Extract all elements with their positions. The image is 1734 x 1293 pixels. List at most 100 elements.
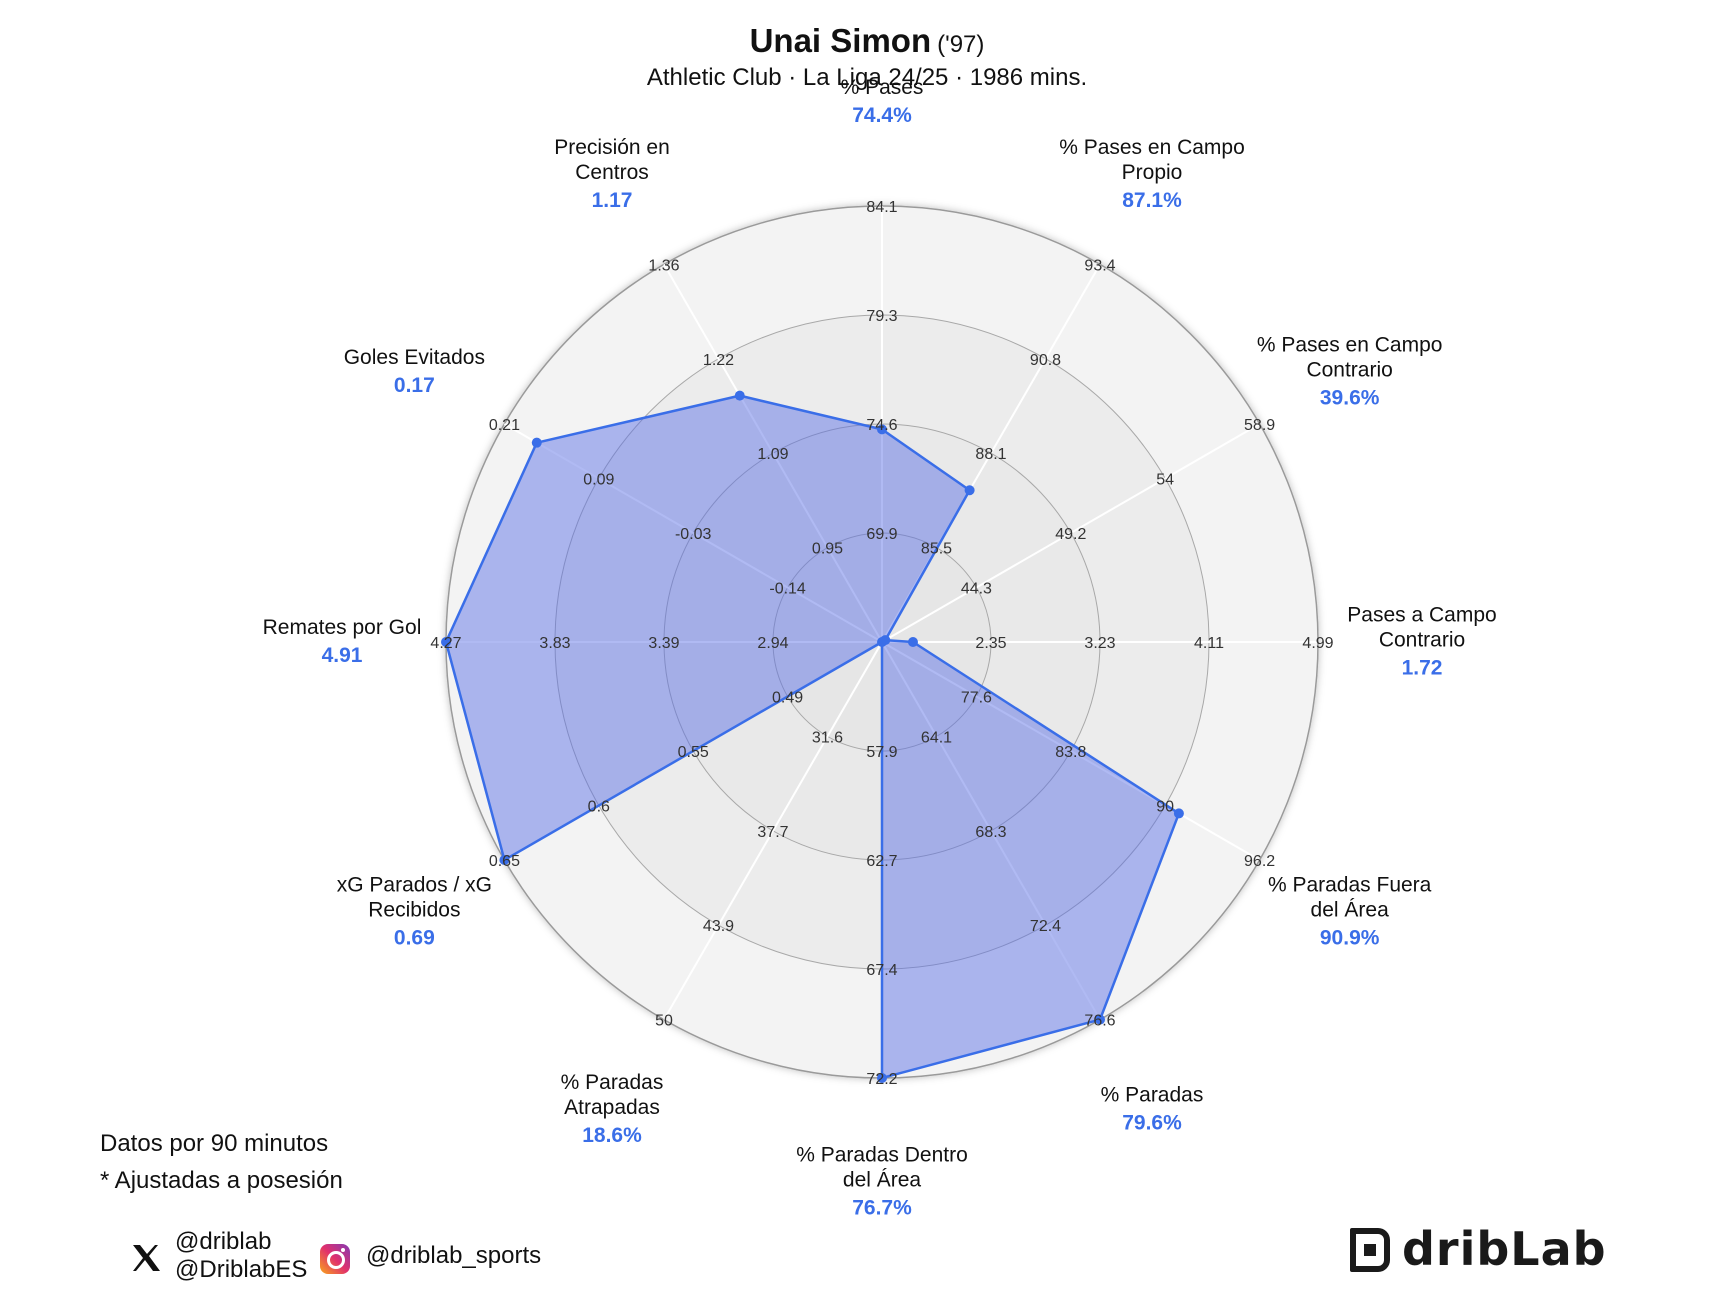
tick-label: 68.3 [975,824,1006,841]
tick-label: 1.36 [648,257,679,274]
instagram-icon[interactable] [320,1244,350,1274]
tick-label: 84.1 [866,199,897,216]
axis-label-group: % Paradas Fuera del Área 90.9% [1268,874,1432,950]
x-handle-driblab[interactable]: @driblab [175,1228,272,1255]
tick-label: 49.2 [1055,526,1086,543]
tick-label: 2.94 [757,635,788,652]
tick-label: 58.9 [1244,417,1275,434]
chart-title-block: Unai Simon ('97) [0,22,1734,60]
driblab-logo: dribLab [1350,1222,1610,1278]
axis-label: Remates por Gol [263,616,422,639]
tick-label: 79.3 [866,308,897,325]
tick-label: 64.1 [921,729,952,746]
axis-label-group: Remates por Gol 4.91 [263,616,422,667]
tick-label: 57.9 [866,744,897,761]
data-point [499,855,510,865]
chart-title: Unai Simon [749,22,932,59]
tick-label: 37.7 [757,824,788,841]
radar-spoke [503,423,883,643]
tick-label: 1.22 [703,352,734,369]
driblab-logo-text: dribLab [1402,1222,1607,1276]
tick-label: 90.8 [1030,352,1061,369]
x-handle-driblabes[interactable]: @DriblabES [175,1256,308,1283]
axis-value-label: 18.6% [582,1124,642,1147]
title-year: ('97) [937,31,985,58]
tick-label: 4.11 [1194,635,1224,652]
data-point [964,485,975,496]
tick-label: 96.2 [1244,853,1275,870]
tick-label: 0.21 [489,417,520,434]
axis-label: xG Parados / xG Recibidos [337,874,492,922]
tick-label: 77.6 [961,690,992,707]
tick-label: 2.35 [975,635,1006,652]
axis-value-label: 87.1% [1122,189,1182,212]
note-per-90: Datos por 90 minutos [100,1130,329,1157]
axis-value-label: 39.6% [1320,387,1380,410]
axis-value-label: 4.91 [322,644,363,667]
axis-value-label: 74.4% [852,104,912,127]
radar-spoke [881,641,1101,1021]
tick-label: 90 [1156,799,1174,816]
tick-label: 54 [1156,472,1174,489]
tick-label: 0.65 [489,853,520,870]
tick-label: 50 [655,1013,673,1030]
tick-label: 43.9 [703,918,734,935]
axis-label-group: % Pases en Campo Propio 87.1% [1059,136,1245,212]
axis-value-label: 1.17 [592,189,633,212]
axis-label: Pases a Campo Contrario [1347,604,1496,652]
tick-label: 44.3 [961,581,992,598]
tick-label: 76.6 [1084,1013,1115,1030]
data-point [907,637,918,647]
axis-label-group: % Paradas Atrapadas 18.6% [561,1071,664,1147]
axis-label-group: % Pases 74.4% [841,76,924,127]
x-logo-icon[interactable] [130,1242,162,1274]
driblab-logo-mark-icon [1350,1228,1390,1272]
axis-label: Goles Evitados [344,346,485,369]
data-point [1173,808,1184,819]
chart-subtitle: Athletic Club · La Liga 24/25 · 1986 min… [646,64,1088,91]
tick-label: 74.6 [866,417,897,434]
instagram-handle[interactable]: @driblab_sports [366,1242,542,1269]
axis-label-group: % Paradas Dentro del Área 76.7% [796,1144,968,1220]
axis-value-label: 76.7% [852,1197,912,1220]
axis-label: % Paradas Fuera del Área [1268,874,1432,922]
radar-spoke [663,263,883,643]
tick-label: 0.49 [772,690,803,707]
tick-label: 69.9 [866,526,897,543]
data-point [877,1073,887,1083]
tick-label: 1.09 [757,446,788,463]
tick-label: 67.4 [866,962,897,979]
axis-value-label: 0.17 [394,374,435,397]
tick-label: 0.55 [678,744,709,761]
tick-label: 4.27 [430,635,461,652]
axis-label: % Paradas Atrapadas [561,1071,664,1119]
axis-label: % Paradas Dentro del Área [796,1144,968,1192]
tick-label: 72.2 [866,1071,897,1088]
axis-label-group: Precisión en Centros 1.17 [554,136,670,212]
axis-label: % Paradas [1101,1084,1204,1107]
axis-label: % Pases en Campo Contrario [1257,334,1443,382]
tick-label: 4.99 [1302,635,1333,652]
radar-spoke [881,423,1261,643]
notes: Datos por 90 minutos * Ajustadas a poses… [100,1125,343,1199]
tick-label: 3.23 [1084,635,1115,652]
axis-label-group: % Paradas 79.6% [1101,1084,1204,1135]
axis-value-label: 0.69 [394,927,435,950]
axis-label-group: Goles Evitados 0.17 [344,346,485,397]
tick-label: 83.8 [1055,744,1086,761]
axis-label-group: % Pases en Campo Contrario 39.6% [1257,334,1443,410]
tick-label: -0.03 [675,526,712,543]
axis-label: % Pases en Campo Propio [1059,136,1245,184]
tick-label: 0.95 [812,541,843,558]
data-point [877,424,887,435]
tick-label: 62.7 [866,853,897,870]
radar-spoke [881,641,1261,861]
axis-label: % Pases [841,76,924,99]
data-point [1095,1014,1105,1025]
axis-value-label: 1.72 [1402,657,1443,680]
tick-label: 0.09 [583,472,614,489]
tick-label: 93.4 [1084,257,1115,274]
data-point [734,390,745,401]
axis-label: Precisión en Centros [554,136,670,184]
